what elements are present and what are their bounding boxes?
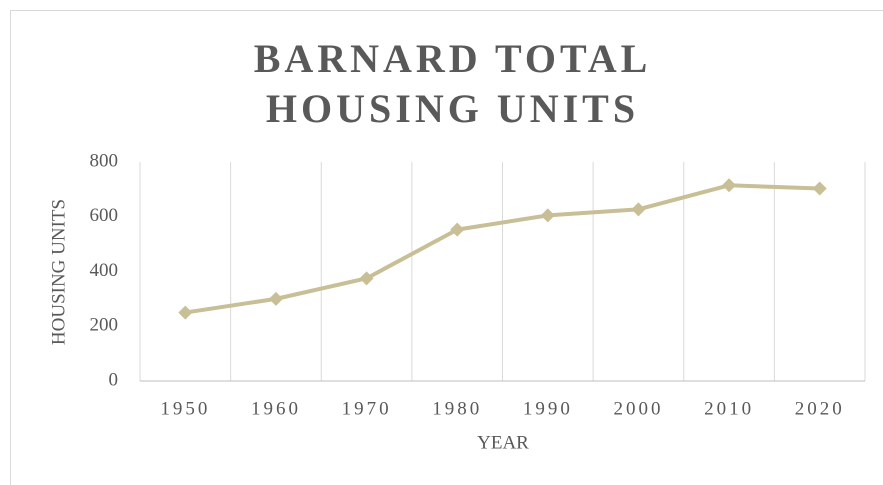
marker	[268, 291, 283, 306]
x-tick-label: 1970	[342, 398, 392, 419]
marker	[631, 202, 646, 217]
x-tick-label: 2000	[613, 398, 663, 419]
x-tick-label: 1950	[160, 398, 210, 419]
x-tick-label: 2020	[795, 398, 845, 419]
x-axis-label: YEAR	[477, 432, 529, 453]
marker	[722, 178, 737, 193]
marker	[359, 271, 374, 286]
x-tick-label: 2010	[704, 398, 754, 419]
marker	[540, 208, 555, 223]
y-axis-label: HOUSING UNITS	[48, 199, 69, 345]
chart-title: BARNARD TOTAL HOUSING UNITS	[253, 36, 652, 131]
y-tick-label: 800	[90, 150, 119, 171]
marker	[178, 305, 193, 320]
y-tick-label: 600	[90, 205, 119, 226]
marker	[812, 181, 827, 196]
y-tick-label: 400	[90, 260, 119, 281]
x-tick-label: 1990	[523, 398, 573, 419]
x-tick-label: 1980	[432, 398, 482, 419]
y-tick-label: 200	[90, 315, 119, 336]
y-tick-label: 0	[109, 369, 119, 390]
marker	[450, 222, 465, 237]
line	[185, 183, 820, 315]
chart-frame	[10, 10, 883, 485]
x-tick-label: 1960	[251, 398, 301, 419]
